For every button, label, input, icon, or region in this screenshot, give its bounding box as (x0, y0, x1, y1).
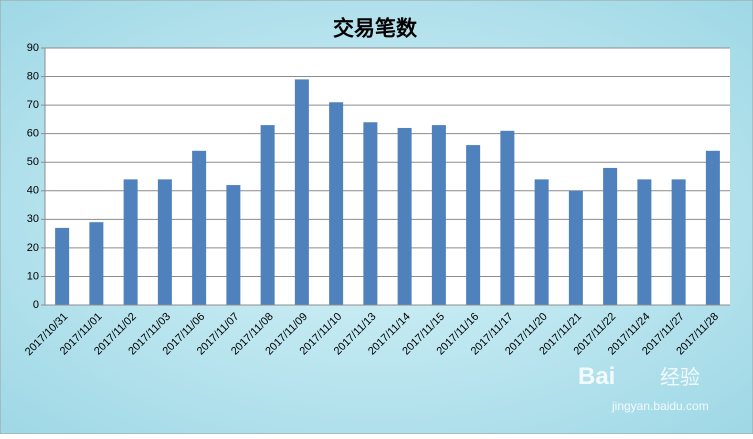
bar (534, 179, 549, 305)
bar (363, 122, 378, 305)
y-tick-label: 90 (27, 42, 39, 54)
watermark-brand: Bai (578, 363, 615, 390)
bar (157, 179, 172, 305)
bar (329, 102, 344, 305)
bar (671, 179, 686, 305)
bar (705, 150, 720, 305)
bar (431, 125, 446, 305)
bar (466, 145, 481, 305)
bar (568, 190, 583, 305)
watermark-url: jingyan.baidu.com (611, 399, 709, 413)
chart-title: 交易笔数 (333, 16, 418, 41)
bar (192, 150, 207, 305)
bar (260, 125, 275, 305)
bar (226, 185, 241, 305)
y-tick-label: 20 (27, 242, 39, 254)
y-tick-label: 50 (27, 156, 39, 168)
y-tick-label: 80 (27, 70, 39, 82)
y-tick-label: 40 (27, 185, 39, 197)
bar (55, 227, 70, 305)
bar (603, 167, 618, 305)
bar (123, 179, 138, 305)
y-tick-label: 30 (27, 213, 39, 225)
bar (89, 222, 104, 305)
y-tick-label: 10 (27, 270, 39, 282)
y-tick-label: 60 (27, 128, 39, 140)
plot-area (45, 48, 730, 305)
bar (294, 79, 309, 306)
y-tick-label: 0 (33, 299, 39, 311)
bar (397, 127, 412, 305)
bar (637, 179, 652, 305)
watermark-product: 经验 (660, 366, 700, 389)
y-tick-label: 70 (27, 99, 39, 111)
bar (500, 130, 515, 305)
